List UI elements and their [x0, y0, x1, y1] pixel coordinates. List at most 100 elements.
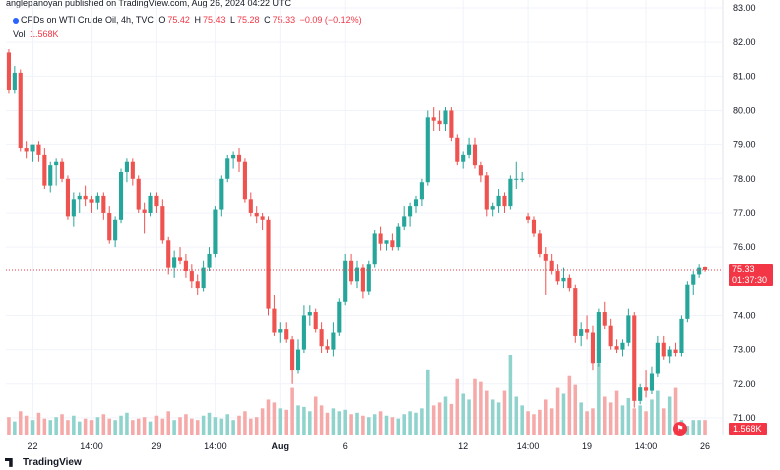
candle-body [585, 329, 590, 333]
volume-legend-row: Vol 1.568K [13, 29, 61, 39]
volume-bar [396, 418, 401, 435]
legend-vol-label[interactable]: Vol [13, 29, 26, 39]
volume-bar [426, 369, 430, 435]
volume-bar [266, 399, 271, 435]
candle-body [130, 161, 135, 179]
flag-icon[interactable]: ⚑ [673, 422, 687, 436]
candle-body [24, 148, 29, 152]
volume-bar [372, 414, 377, 435]
volume-bar [184, 414, 188, 435]
candle-body [490, 206, 495, 210]
y-tick-label: 72.00 [733, 379, 756, 389]
candle-body [390, 240, 395, 248]
volume-bar [142, 417, 147, 435]
candle-body [425, 117, 430, 183]
volume-bar [302, 406, 306, 435]
candle-body [655, 342, 660, 374]
y-tick-label: 74.00 [733, 310, 756, 320]
candle-body [561, 277, 566, 282]
volume-bar [573, 384, 578, 435]
candle-body [478, 165, 483, 176]
candle-body [649, 373, 655, 391]
candle-body [59, 161, 65, 179]
volume-bar [703, 420, 707, 435]
x-tick-label: 14:00 [635, 441, 658, 451]
candle-body [177, 257, 183, 261]
candle-body [455, 137, 460, 162]
volume-bar [154, 415, 159, 435]
volume-bar [42, 418, 47, 435]
volume-bar [60, 414, 64, 435]
candle-body [278, 329, 283, 333]
candle-body [467, 144, 472, 155]
symbol-status-dot-icon [13, 17, 19, 24]
volume-bar [549, 408, 554, 435]
candle-body [461, 154, 466, 162]
volume-bar [119, 415, 123, 435]
volume-bar [260, 408, 265, 435]
y-tick-label: 79.00 [733, 140, 756, 150]
candle-body [372, 233, 377, 265]
candle-body [242, 161, 247, 200]
candle-body [154, 195, 159, 207]
x-tick-label: 14:00 [204, 441, 227, 451]
volume-bar [431, 405, 436, 435]
volume-bar [667, 396, 672, 435]
volume-bar [685, 426, 690, 435]
volume-bar [325, 412, 330, 435]
candle-body [166, 240, 171, 268]
y-tick-label: 81.00 [733, 71, 756, 81]
candle-body [48, 165, 53, 186]
y-tick-label: 77.00 [733, 208, 756, 218]
volume-bar [113, 420, 117, 435]
candle-body [419, 182, 424, 200]
legend-close: 75.33 [272, 15, 296, 25]
volume-bar [520, 405, 524, 435]
candle-body [254, 212, 259, 217]
volume-bar [83, 418, 88, 435]
candle-body [661, 342, 666, 357]
candle-body [626, 315, 631, 343]
volume-bar [36, 412, 41, 435]
candle-body [18, 72, 23, 149]
volume-bar [343, 409, 347, 435]
volume-bar [473, 378, 477, 435]
candle-body [702, 266, 708, 271]
legend-symbol[interactable]: CFDs on WTI Crude Oil, 4h, TVC [21, 15, 154, 25]
volume-bar [602, 396, 607, 435]
volume-bar [18, 411, 23, 435]
legend-change: −0.09 (−0.12%) [299, 15, 362, 25]
candle-body [160, 206, 165, 241]
candle-body [508, 178, 513, 207]
candle-body [573, 288, 578, 336]
volume-bar [296, 405, 300, 435]
candle-body [614, 346, 619, 350]
volume-bar [485, 390, 489, 435]
volume-bar [349, 414, 353, 435]
volume-bar [77, 421, 82, 435]
candle-body [266, 219, 271, 309]
candle-body [449, 110, 454, 138]
volume-bar [378, 411, 383, 435]
volume-bar [284, 409, 288, 435]
volume-bar [54, 417, 58, 435]
candle-body [608, 325, 613, 347]
volume-bar [190, 418, 194, 435]
volume-bar [125, 412, 129, 435]
volume-bar [278, 408, 283, 435]
legend-open-label: O [158, 15, 166, 25]
candle-body [343, 260, 348, 302]
y-tick-label: 76.00 [733, 242, 756, 252]
volume-bar [231, 420, 235, 435]
y-tick-label: 83.00 [733, 3, 756, 13]
volume-bar [89, 420, 94, 435]
candle-body [402, 216, 407, 227]
candle-body [225, 158, 230, 179]
volume-bar [313, 396, 318, 435]
volume-bar [367, 417, 371, 435]
volume-bar [384, 415, 389, 435]
candle-body [579, 329, 584, 336]
x-tick-label: 22 [28, 441, 38, 451]
candle-body [71, 199, 76, 217]
